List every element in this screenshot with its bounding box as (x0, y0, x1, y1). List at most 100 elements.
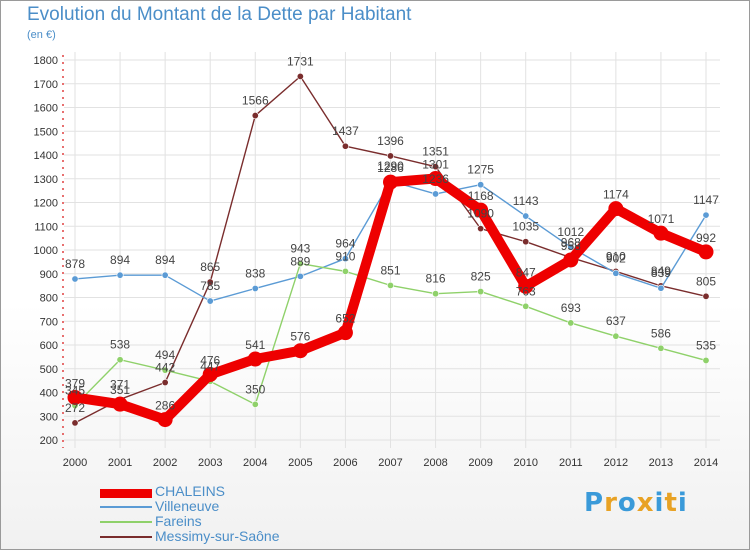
x-tick-label: 2005 (288, 457, 312, 469)
series (67, 72, 714, 428)
y-tick-label: 1500 (34, 126, 58, 138)
data-label: 838 (245, 266, 265, 280)
legend-swatch (100, 536, 152, 538)
data-label: 902 (606, 251, 626, 265)
data-label: 847 (516, 265, 536, 279)
y-tick-label: 900 (40, 269, 58, 281)
logo-letter: P (584, 488, 605, 518)
x-tick-label: 2014 (694, 457, 718, 469)
data-label: 943 (290, 242, 310, 256)
data-label: 958 (561, 239, 581, 253)
data-point (116, 271, 124, 279)
data-point (341, 142, 349, 150)
data-label: 442 (155, 361, 175, 375)
data-point (702, 356, 710, 364)
y-tick-label: 400 (40, 388, 58, 400)
x-tick-label: 2004 (243, 457, 267, 469)
data-label: 1168 (468, 189, 494, 203)
data-label: 637 (606, 314, 626, 328)
data-label: 816 (426, 272, 446, 286)
data-point (522, 212, 530, 220)
data-point (202, 366, 218, 382)
y-tick-label: 1600 (34, 103, 58, 115)
data-label: 1174 (603, 188, 629, 202)
x-tick-label: 2012 (604, 457, 628, 469)
y-tick-label: 1200 (34, 198, 58, 210)
data-label: 1286 (377, 161, 404, 175)
x-tick-label: 2000 (63, 457, 87, 469)
data-label: 1071 (648, 212, 675, 226)
data-point (432, 163, 440, 171)
data-label: 494 (155, 348, 175, 362)
data-point (337, 325, 353, 341)
y-tick-label: 1400 (34, 150, 58, 162)
data-point (292, 343, 308, 359)
data-point (386, 152, 394, 160)
data-point (341, 255, 349, 263)
data-point (702, 292, 710, 300)
data-point (612, 332, 620, 340)
x-tick-label: 2010 (513, 457, 537, 469)
data-label: 272 (65, 401, 85, 415)
data-label: 1147 (693, 193, 719, 207)
data-point (698, 244, 714, 260)
data-point (432, 190, 440, 198)
chart-title: Evolution du Montant de la Dette par Hab… (27, 4, 412, 25)
data-point (477, 225, 485, 233)
data-point (477, 288, 485, 296)
data-point (161, 271, 169, 279)
data-label: 1566 (242, 94, 269, 108)
data-label: 1012 (557, 225, 584, 239)
y-tick-label: 700 (40, 316, 58, 328)
data-point (71, 275, 79, 283)
legend-swatch (100, 489, 152, 498)
data-point (518, 278, 534, 294)
data-label: 1275 (467, 163, 494, 177)
data-point (608, 201, 624, 217)
data-label: 968 (561, 236, 581, 250)
data-point (206, 278, 214, 286)
legend-swatch (100, 521, 152, 523)
data-point (432, 290, 440, 298)
logo-letter: r (604, 488, 618, 518)
data-label: 964 (335, 237, 355, 251)
y-tick-label: 1000 (34, 245, 58, 257)
y-tick-label: 1100 (34, 221, 58, 233)
data-point (567, 319, 575, 327)
data-label: 825 (471, 270, 491, 284)
data-label: 693 (561, 301, 581, 315)
x-tick-label: 2003 (198, 457, 222, 469)
chart-subtitle: (en €) (27, 29, 56, 41)
data-point (653, 225, 669, 241)
data-label: 447 (200, 359, 220, 373)
data-label: 379 (65, 376, 85, 390)
data-label: 1035 (512, 220, 539, 234)
data-point (116, 356, 124, 364)
data-label: 763 (516, 284, 536, 298)
data-label: 785 (200, 279, 220, 293)
data-label: 1731 (287, 54, 314, 68)
legend-swatch (100, 506, 152, 508)
data-label: 849 (651, 264, 671, 278)
data-label: 894 (110, 253, 130, 267)
data-point (383, 174, 398, 190)
data-label: 576 (290, 330, 310, 344)
legend-label: CHALEINS (155, 483, 226, 499)
x-tick-label: 2009 (468, 457, 492, 469)
axes: 200 300 400 500 600 700 800 900 1000 1100 1200 1300… (34, 55, 718, 469)
data-label: 538 (110, 338, 130, 352)
data-label: 652 (335, 312, 355, 326)
data-point (657, 344, 665, 352)
data-point (702, 211, 710, 219)
data-label: 889 (290, 254, 310, 268)
data-label: 910 (335, 249, 355, 263)
data-label: 371 (110, 377, 130, 391)
data-point (522, 302, 530, 310)
data-point (341, 267, 349, 275)
data-point (522, 238, 530, 246)
data-labels: 272 371 442 865 1566 1731 1437 1396 1351 1090 1035… (65, 54, 719, 415)
data-label: 541 (245, 338, 265, 352)
x-tick-label: 2011 (559, 457, 583, 469)
data-label: 910 (606, 249, 626, 263)
